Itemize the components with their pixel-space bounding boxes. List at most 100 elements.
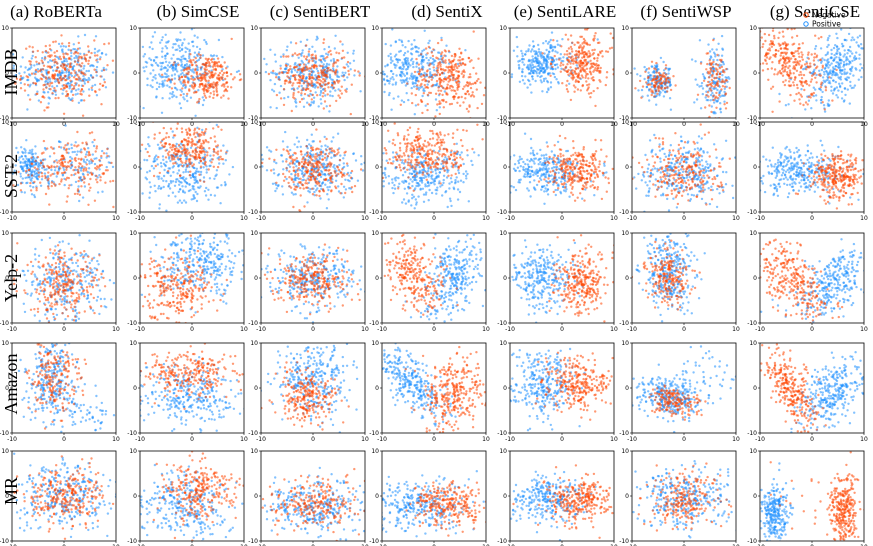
- point-positive: [855, 51, 858, 54]
- point-negative: [756, 44, 758, 46]
- point-negative: [42, 68, 45, 71]
- point-negative: [803, 63, 807, 66]
- point-negative: [786, 48, 789, 51]
- point-positive: [159, 41, 162, 44]
- point-negative: [300, 89, 303, 92]
- point-positive: [160, 38, 163, 42]
- point-negative: [616, 60, 618, 62]
- point-negative: [325, 70, 329, 73]
- point-positive: [545, 67, 549, 71]
- point-positive: [831, 70, 835, 73]
- point-negative: [653, 67, 656, 70]
- point-negative: [705, 94, 708, 97]
- point-negative: [103, 42, 106, 46]
- point-positive: [300, 84, 303, 88]
- point-negative: [721, 85, 725, 88]
- point-negative: [73, 85, 76, 88]
- point-negative: [30, 174, 34, 177]
- point-positive: [47, 102, 50, 105]
- point-negative: [802, 73, 806, 77]
- point-positive: [377, 58, 379, 60]
- point-negative: [183, 146, 186, 149]
- point-positive: [667, 72, 670, 75]
- x-tick-label: 0: [62, 121, 66, 128]
- point-negative: [86, 173, 90, 176]
- point-negative: [824, 86, 828, 89]
- point-negative: [803, 88, 806, 92]
- point-positive: [13, 169, 16, 172]
- point-positive: [400, 99, 404, 102]
- point-positive: [86, 78, 89, 82]
- point-negative: [170, 78, 174, 81]
- point-negative: [649, 88, 652, 91]
- point-positive: [195, 199, 199, 203]
- point-negative: [19, 189, 23, 192]
- point-negative: [329, 68, 332, 72]
- point-negative: [466, 90, 470, 93]
- point-positive: [82, 67, 85, 70]
- point-positive: [539, 75, 542, 79]
- point-negative: [196, 73, 199, 76]
- point-negative: [447, 58, 451, 62]
- point-negative: [316, 86, 320, 89]
- point-negative: [61, 160, 64, 164]
- point-negative: [292, 82, 295, 85]
- point-positive: [14, 73, 17, 77]
- point-positive: [443, 90, 446, 93]
- point-negative: [783, 65, 787, 69]
- point-negative: [65, 168, 68, 171]
- point-negative: [452, 89, 455, 92]
- point-positive: [68, 87, 71, 90]
- point-positive: [169, 92, 172, 95]
- point-positive: [857, 45, 861, 48]
- point-positive: [151, 47, 154, 51]
- point-negative: [84, 73, 87, 76]
- point-positive: [543, 69, 546, 72]
- point-positive: [839, 66, 842, 69]
- point-positive: [821, 57, 824, 60]
- point-positive: [178, 221, 180, 223]
- point-positive: [306, 101, 309, 104]
- point-positive: [168, 97, 171, 100]
- point-negative: [645, 81, 648, 84]
- y-tick-label: -10: [127, 115, 137, 122]
- point-positive: [322, 55, 325, 58]
- point-negative: [712, 94, 715, 98]
- point-negative: [289, 65, 292, 68]
- point-negative: [465, 84, 468, 87]
- point-negative: [90, 51, 93, 55]
- point-positive: [83, 77, 86, 80]
- point-positive: [545, 48, 548, 52]
- point-positive: [329, 59, 333, 62]
- point-positive: [180, 55, 183, 59]
- point-positive: [293, 63, 296, 66]
- point-positive: [546, 56, 549, 59]
- point-positive: [427, 59, 430, 62]
- point-negative: [182, 80, 185, 83]
- point-negative: [560, 45, 563, 48]
- point-negative: [300, 98, 304, 101]
- y-tick-label: 10: [499, 25, 507, 32]
- point-negative: [219, 149, 223, 152]
- point-positive: [44, 69, 47, 72]
- point-negative: [442, 106, 445, 109]
- point-positive: [141, 192, 144, 195]
- point-positive: [840, 72, 844, 76]
- point-positive: [399, 79, 402, 82]
- point-positive: [43, 91, 46, 94]
- point-positive: [81, 196, 85, 199]
- point-positive: [73, 56, 76, 60]
- point-negative: [460, 95, 463, 99]
- point-negative: [67, 187, 70, 190]
- point-positive: [295, 105, 298, 108]
- point-negative: [712, 70, 715, 73]
- point-negative: [417, 63, 420, 66]
- point-positive: [716, 143, 718, 145]
- point-positive: [847, 32, 851, 36]
- point-negative: [48, 44, 51, 47]
- point-positive: [712, 112, 716, 115]
- point-positive: [527, 78, 530, 82]
- point-negative: [431, 83, 435, 87]
- point-negative: [786, 71, 789, 74]
- point-positive: [804, 108, 807, 111]
